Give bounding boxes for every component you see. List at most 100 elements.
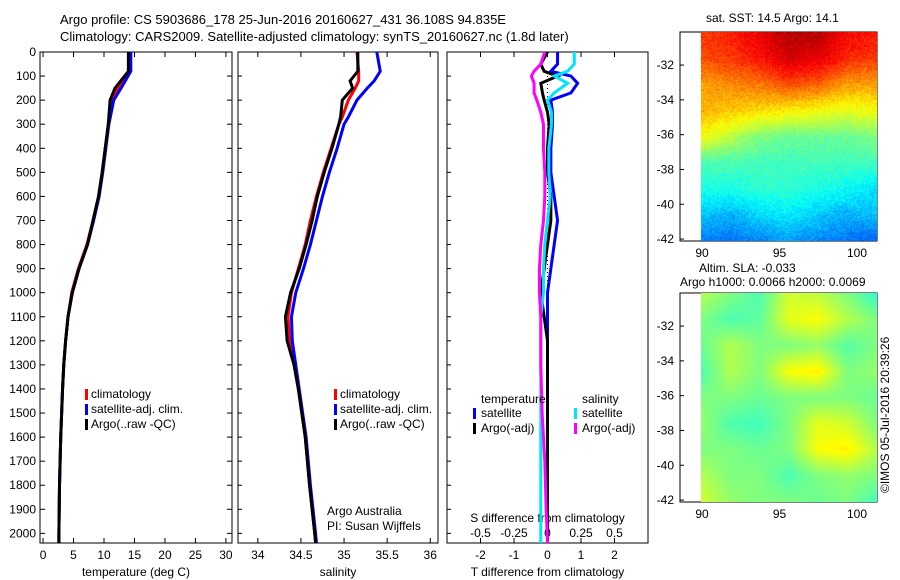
y-tick-label: 400 — [16, 141, 36, 155]
x-tick-label: 2 — [611, 548, 618, 562]
y-tick-label: 2000 — [9, 526, 36, 540]
x-tick-label: 30 — [219, 548, 233, 562]
x-tick-label: -1 — [509, 548, 520, 562]
lat-tick-label: -40 — [657, 458, 675, 472]
y-tick-label: 1100 — [10, 310, 36, 324]
lat-tick-label: -36 — [657, 128, 675, 142]
legend-swatch — [334, 404, 337, 415]
legend-label: Argo(-adj) — [481, 421, 534, 435]
lon-tick-label: 100 — [847, 246, 867, 260]
lon-tick-label: 95 — [773, 507, 787, 521]
y-tick-label: 1800 — [9, 478, 36, 492]
x-tick-label: 0 — [40, 548, 47, 562]
series-line-climatology — [57, 51, 132, 543]
x-tick-label: 36 — [424, 548, 438, 562]
sla-map-title: Altim. SLA: -0.033 — [699, 261, 796, 275]
imos-credit: ©IMOS 05-Jul-2016 20:39:26 — [878, 336, 892, 493]
lon-tick-label: 100 — [847, 507, 867, 521]
x-tick-label: 15 — [128, 548, 142, 562]
legend-swatch — [574, 423, 577, 434]
legend-title-temperature: temperature — [481, 392, 546, 406]
legend-label: satellite — [582, 406, 623, 420]
legend-swatch — [473, 408, 476, 419]
legend-label: Argo(..raw -QC) — [91, 417, 176, 431]
salinity-axes-frame — [237, 51, 439, 544]
series-line-argo-raw-qc- — [57, 52, 130, 543]
legend-label: climatology — [91, 387, 151, 401]
y-tick-label: 700 — [16, 213, 36, 227]
series-line-satellite-adj-clim- — [289, 51, 382, 544]
legend-swatch — [85, 389, 88, 400]
legend-label: Argo(..raw -QC) — [340, 417, 425, 431]
lat-tick-label: -42 — [657, 232, 675, 246]
pi-label: PI: Susan Wijffels — [327, 519, 421, 533]
lat-tick-label: -34 — [657, 93, 675, 107]
y-tick-label: 800 — [16, 238, 36, 252]
legend-title-salinity: salinity — [582, 392, 619, 406]
sst-map-title: sat. SST: 14.5 Argo: 14.1 — [706, 11, 839, 25]
x-tick-label: 34.5 — [289, 548, 313, 562]
y-tick-label: 1700 — [9, 454, 36, 468]
temperature-axes-frame — [39, 51, 233, 544]
x-tick-label: 20 — [158, 548, 172, 562]
lon-tick-label: 90 — [695, 246, 709, 260]
y-tick-label: 300 — [16, 117, 36, 131]
legend-swatch — [85, 404, 88, 415]
figure-title-line2: Climatology: CARS2009. Satellite-adjuste… — [60, 29, 569, 44]
s-tick-label: -0.25 — [500, 526, 528, 540]
legend-swatch — [334, 419, 337, 430]
y-tick-label: 1300 — [9, 358, 36, 372]
lon-tick-label: 90 — [695, 507, 709, 521]
x-tick-label: 35.5 — [375, 548, 399, 562]
s-tick-label: -0.5 — [470, 526, 491, 540]
x-tick-label: 5 — [70, 548, 77, 562]
x-tick-label: 25 — [189, 548, 203, 562]
legend-swatch — [85, 419, 88, 430]
legend-swatch — [334, 389, 337, 400]
series-line-salinity-argo-adj- — [529, 51, 549, 544]
x-tick-label: -2 — [475, 548, 486, 562]
sla-map-subtitle: Argo h1000: 0.0066 h2000: 0.0069 — [680, 275, 866, 289]
y-tick-label: 200 — [16, 93, 36, 107]
lon-tick-label: 95 — [773, 246, 787, 260]
legend-label: satellite-adj. clim. — [340, 402, 432, 416]
y-tick-label: 100 — [16, 69, 36, 83]
figure-title-line1: Argo profile: CS 5903686_178 25-Jun-2016… — [60, 12, 506, 27]
legend-label: satellite — [481, 406, 522, 420]
s-tick-label: 0.25 — [569, 526, 593, 540]
x-axis-label: salinity — [320, 565, 357, 579]
lat-tick-label: -40 — [657, 197, 675, 211]
y-tick-label: 0 — [29, 45, 36, 59]
legend-label: climatology — [340, 387, 400, 401]
y-tick-label: 500 — [16, 165, 36, 179]
legend-swatch — [574, 408, 577, 419]
sla-heatmap — [701, 293, 877, 502]
x-tick-label: 0 — [544, 548, 551, 562]
series-line-argo-raw-qc- — [283, 52, 360, 544]
legend-swatch — [473, 423, 476, 434]
lat-tick-label: -36 — [657, 389, 675, 403]
lat-tick-label: -32 — [657, 58, 675, 72]
y-tick-label: 1900 — [9, 502, 36, 516]
argo-australia-label: Argo Australia — [327, 504, 402, 518]
y-tick-label: 1600 — [9, 430, 36, 444]
legend-label: satellite-adj. clim. — [91, 402, 183, 416]
lat-tick-label: -34 — [657, 354, 675, 368]
s-tick-label: 0.5 — [606, 526, 623, 540]
x-tick-label: 34 — [251, 548, 265, 562]
x-tick-label: 35 — [337, 548, 351, 562]
legend-label: Argo(-adj) — [582, 421, 635, 435]
series-line-climatology — [286, 51, 361, 544]
x-axis-label: temperature (deg C) — [82, 565, 190, 579]
lat-tick-label: -32 — [657, 319, 675, 333]
y-tick-label: 1400 — [9, 382, 36, 396]
lat-tick-label: -38 — [657, 423, 675, 437]
y-tick-label: 1000 — [9, 286, 36, 300]
y-tick-label: 600 — [16, 189, 36, 203]
lat-tick-label: -42 — [657, 493, 675, 507]
y-tick-label: 1500 — [9, 406, 36, 420]
y-tick-label: 900 — [16, 262, 36, 276]
x-axis-label: T difference from climatology — [471, 565, 625, 579]
